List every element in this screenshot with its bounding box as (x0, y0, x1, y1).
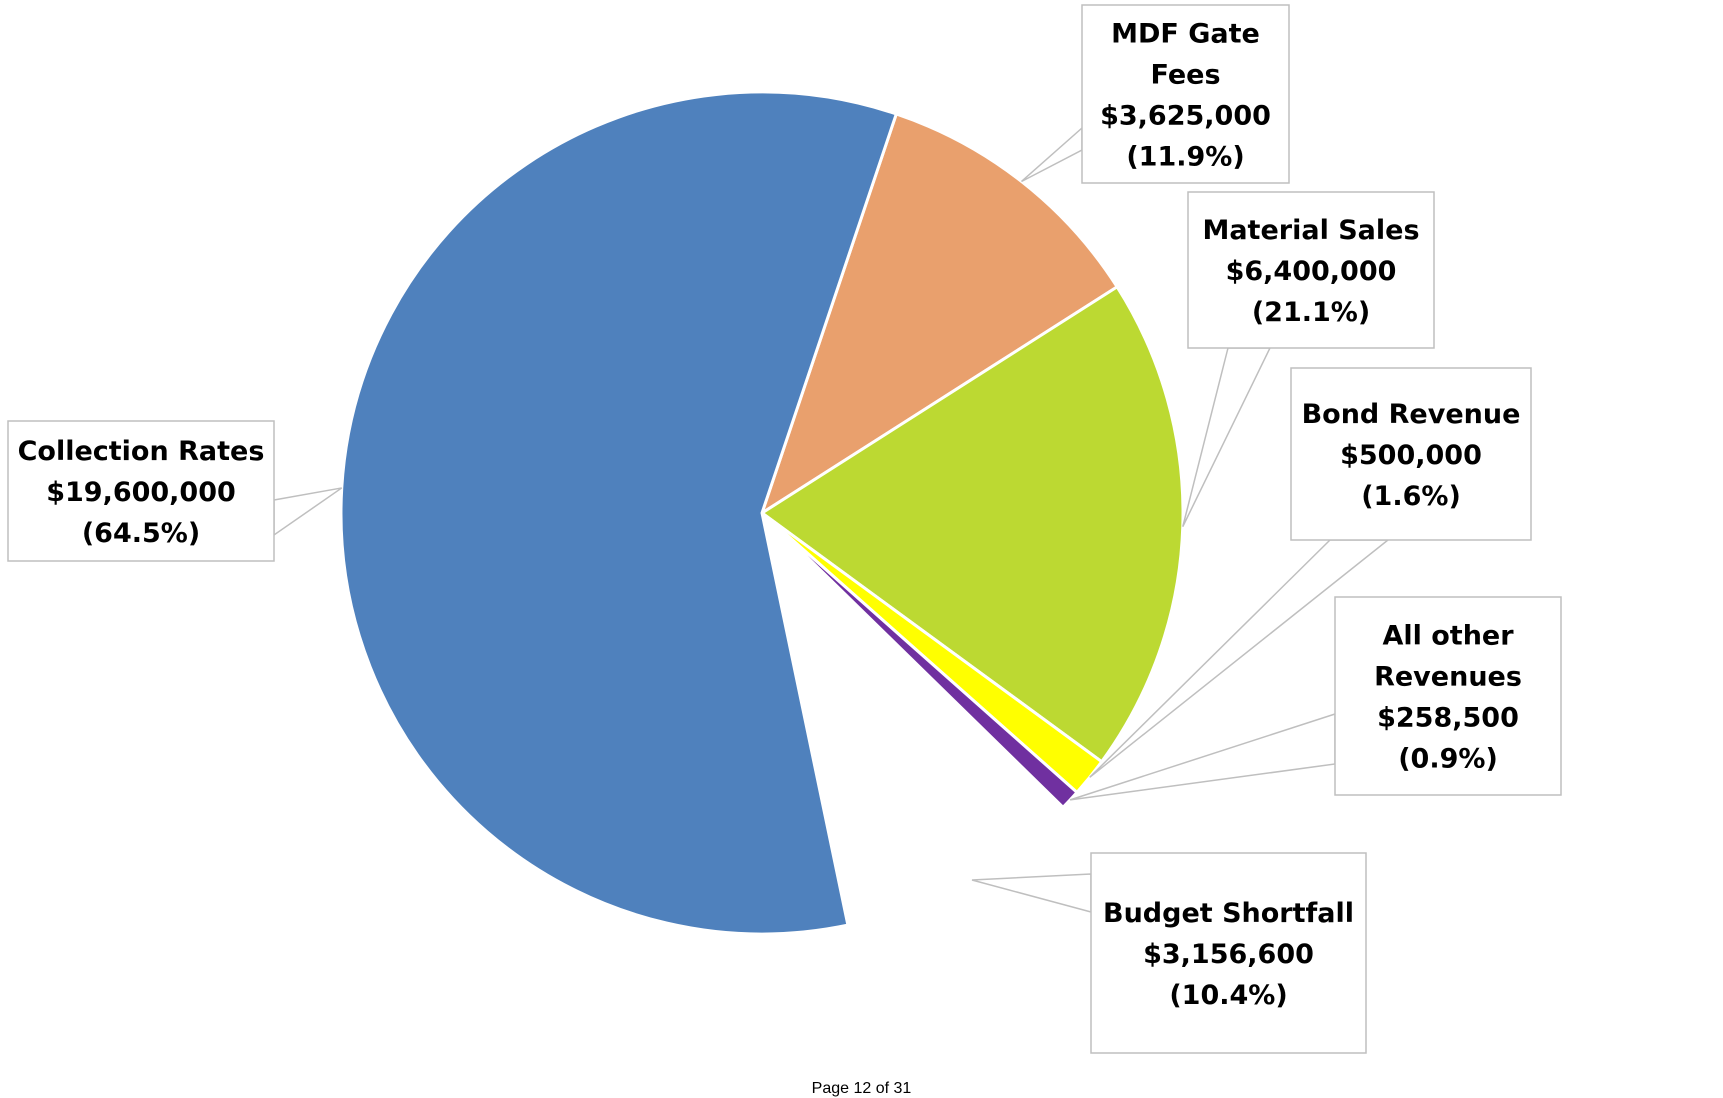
callout-box (1081, 4, 1290, 184)
callout-pointer (971, 873, 1092, 913)
page-number: Page 12 of 31 (811, 1080, 912, 1097)
callout-pointer (1182, 347, 1272, 527)
callout-mdf-gate-fees: MDF Gate Fees $3,625,000 (11.9%) (1021, 4, 1290, 184)
callout-pointer (1021, 126, 1083, 183)
callout-label: Budget Shortfall (1103, 898, 1354, 929)
pie-slices (339, 90, 1185, 936)
callout-label: Collection Rates (18, 436, 265, 467)
callouts: MDF Gate Fees $3,625,000 (11.9%) Material Sa… (7, 4, 1562, 1054)
callout-label: Material Sales (1202, 215, 1419, 246)
callout-box (1290, 367, 1532, 541)
callout-value: $6,400,000 (1226, 256, 1397, 287)
callout-material-sales: Material Sales $6,400,000 (21.1%) (1182, 191, 1435, 527)
callout-pointer (273, 487, 343, 537)
callout-percent: (10.4%) (1169, 980, 1287, 1011)
callout-collection-rates: Collection Rates $19,600,000 (64.5%) (7, 420, 343, 562)
callout-value: $3,156,600 (1143, 939, 1314, 970)
callout-all-other-revenues: All other Revenues $258,500 (0.9%) (1069, 596, 1562, 801)
callout-bond-revenue: Bond Revenue $500,000 (1.6%) (1089, 367, 1532, 778)
callout-value: $258,500 (1377, 703, 1519, 734)
callout-label: All other (1382, 621, 1514, 652)
callout-box (1187, 191, 1435, 349)
callout-value: $19,600,000 (46, 477, 236, 508)
callout-value: $500,000 (1340, 440, 1482, 471)
callout-percent: (11.9%) (1126, 142, 1244, 173)
callout-percent: (64.5%) (82, 518, 200, 549)
callout-box (1334, 596, 1562, 796)
callout-percent: (21.1%) (1252, 297, 1370, 328)
callout-percent: (1.6%) (1361, 481, 1461, 512)
callout-percent: (0.9%) (1398, 744, 1498, 775)
callout-box (1090, 852, 1367, 1054)
callout-value: $3,625,000 (1100, 101, 1271, 132)
callout-label: Fees (1150, 60, 1220, 91)
callout-budget-shortfall: Budget Shortfall $3,156,600 (10.4%) (971, 852, 1367, 1054)
callout-box (7, 420, 275, 562)
callout-label: Bond Revenue (1302, 399, 1521, 430)
callout-label: MDF Gate (1111, 19, 1260, 50)
callout-label: Revenues (1374, 662, 1522, 693)
